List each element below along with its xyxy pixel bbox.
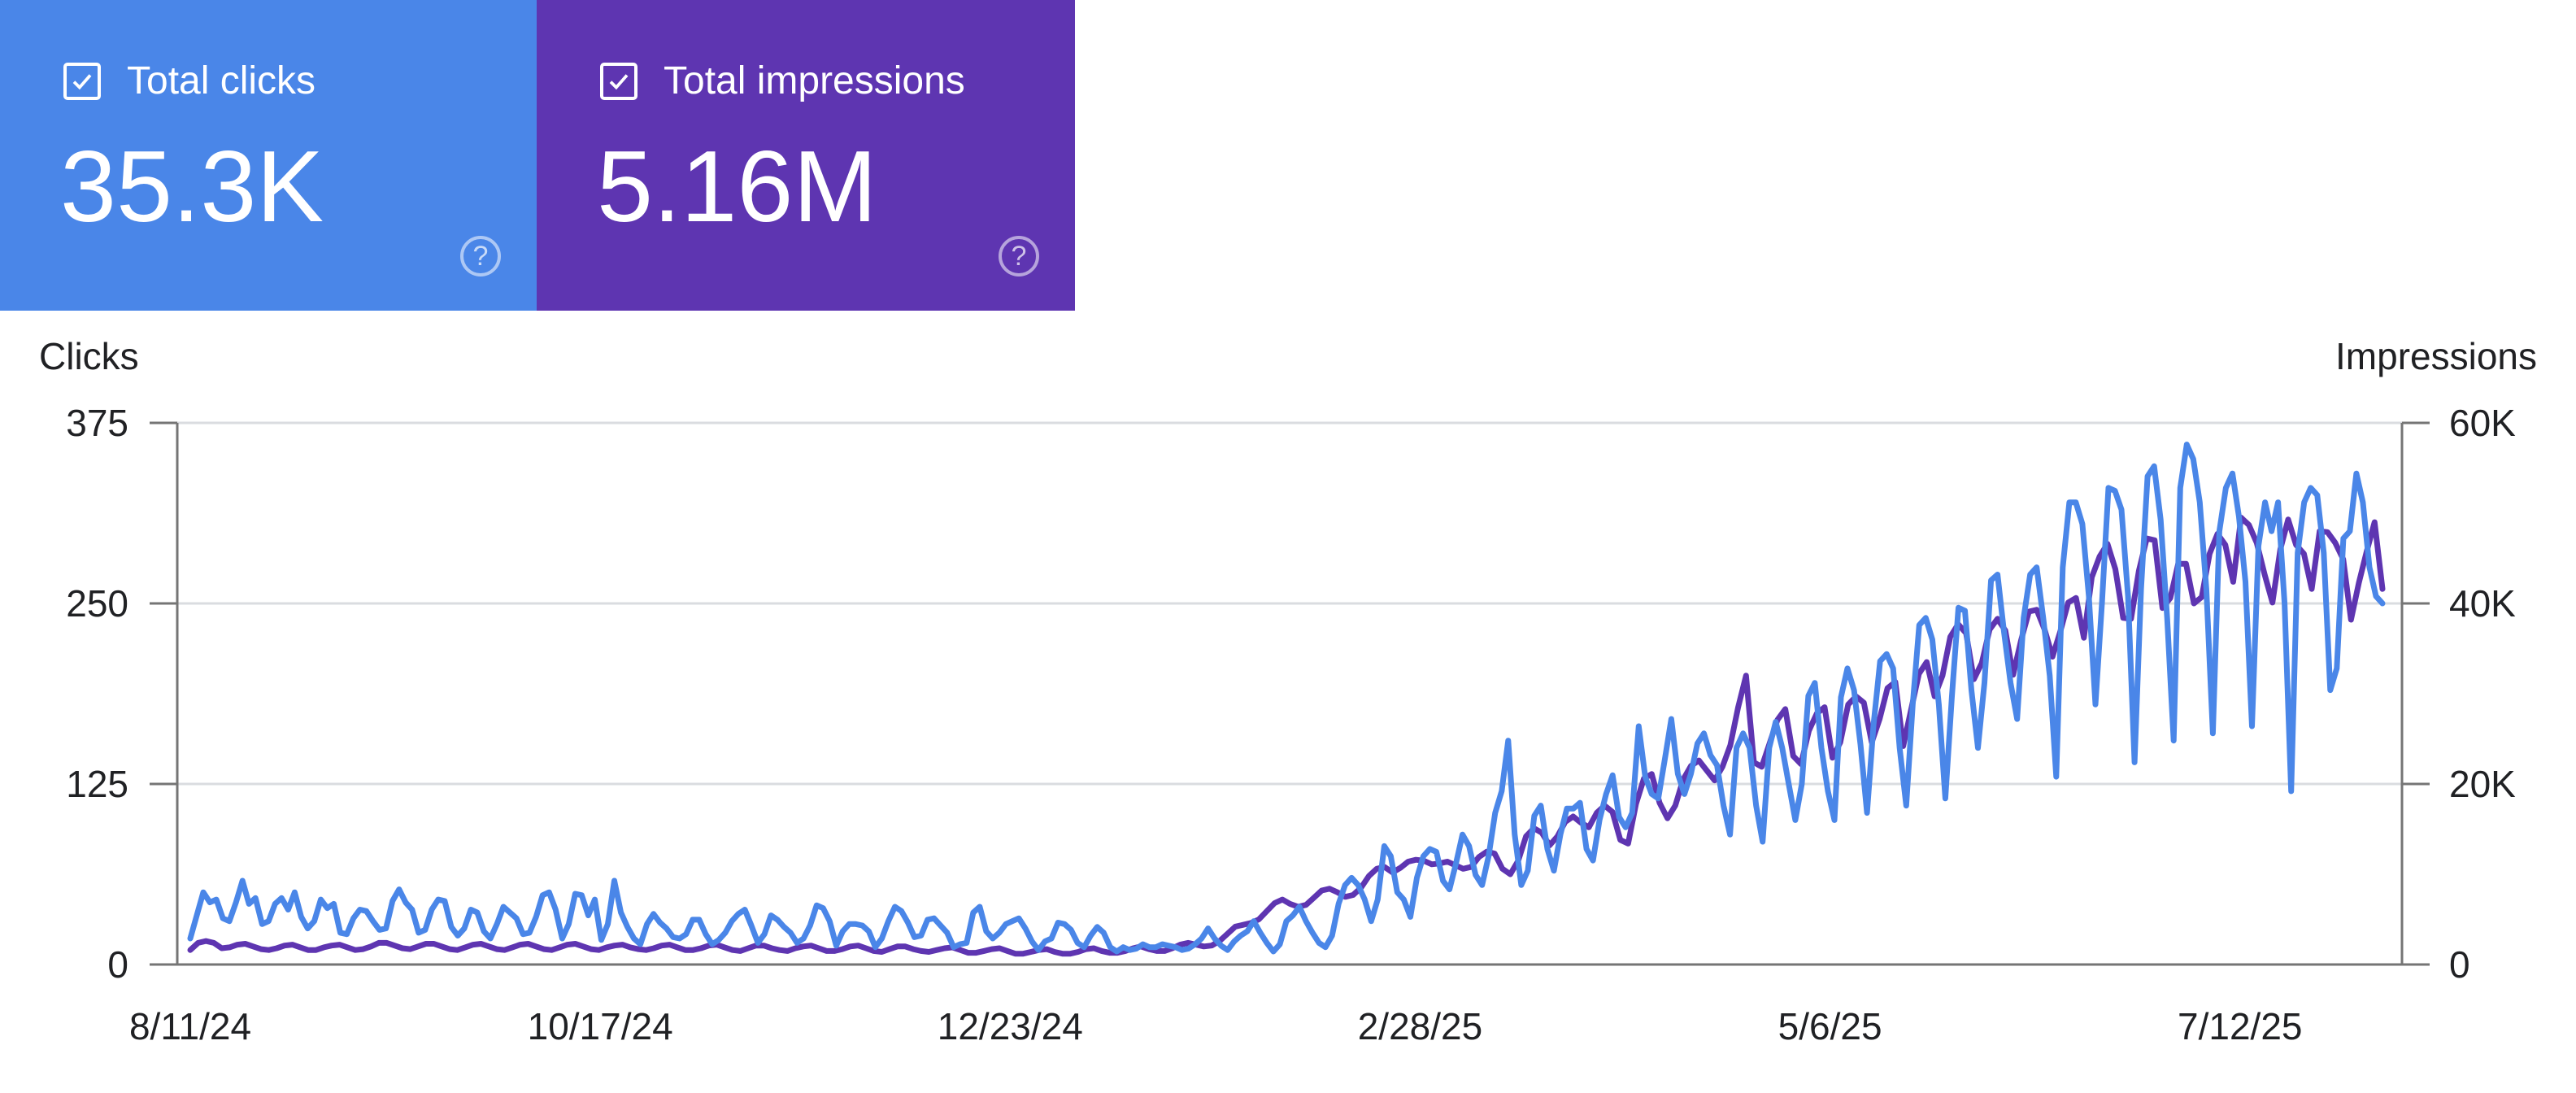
x-axis-ticks: 8/11/24 10/17/24 12/23/24 2/28/25 5/6/25 7/12… bbox=[129, 1005, 2303, 1047]
impressions-line bbox=[187, 515, 2386, 957]
axes bbox=[150, 421, 2430, 966]
left-tick-label: 0 bbox=[107, 943, 128, 986]
help-icon[interactable]: ? bbox=[460, 236, 501, 277]
card-header: Total clicks bbox=[63, 62, 315, 101]
total-impressions-card[interactable]: Total impressions 5.16M ? bbox=[537, 0, 1075, 311]
right-tick-label: 20K bbox=[2449, 763, 2516, 805]
left-axis-title: Clicks bbox=[39, 335, 139, 377]
x-tick-label: 5/6/25 bbox=[1778, 1005, 1882, 1047]
metric-cards: Total clicks 35.3K ? Total impressions 5… bbox=[0, 0, 1075, 311]
card-label: Total clicks bbox=[127, 59, 316, 102]
left-tick-label: 125 bbox=[66, 763, 128, 805]
x-tick-label: 8/11/24 bbox=[129, 1005, 251, 1047]
clicks-line bbox=[187, 442, 2386, 955]
help-icon[interactable]: ? bbox=[999, 236, 1039, 277]
checkmark-icon bbox=[72, 74, 92, 90]
x-tick-label: 12/23/24 bbox=[938, 1005, 1083, 1047]
card-value: 35.3K bbox=[60, 131, 324, 243]
x-tick-label: 7/12/25 bbox=[2178, 1005, 2302, 1047]
right-axis-ticks: 0 20K 40K 60K bbox=[2449, 402, 2516, 986]
right-tick-label: 0 bbox=[2449, 943, 2470, 986]
series-lines bbox=[187, 442, 2386, 957]
card-label: Total impressions bbox=[664, 59, 965, 102]
left-tick-label: 375 bbox=[66, 402, 128, 444]
total-clicks-card[interactable]: Total clicks 35.3K ? bbox=[0, 0, 537, 311]
card-value: 5.16M bbox=[597, 131, 877, 243]
right-tick-label: 60K bbox=[2449, 402, 2516, 444]
checkmark-icon bbox=[609, 74, 629, 90]
right-axis-title: Impressions bbox=[2335, 335, 2537, 377]
grid bbox=[177, 421, 2402, 786]
right-tick-label: 40K bbox=[2449, 582, 2516, 625]
left-tick-label: 250 bbox=[66, 582, 128, 625]
card-header: Total impressions bbox=[600, 62, 965, 101]
checkbox-checked-icon[interactable] bbox=[600, 63, 637, 100]
x-tick-label: 10/17/24 bbox=[528, 1005, 673, 1047]
checkbox-checked-icon[interactable] bbox=[63, 63, 101, 100]
performance-chart: Clicks Impressions 0 125 250 375 0 20K 40K 60K… bbox=[39, 335, 2537, 1047]
x-tick-label: 2/28/25 bbox=[1358, 1005, 1482, 1047]
left-axis-ticks: 0 125 250 375 bbox=[66, 402, 128, 986]
